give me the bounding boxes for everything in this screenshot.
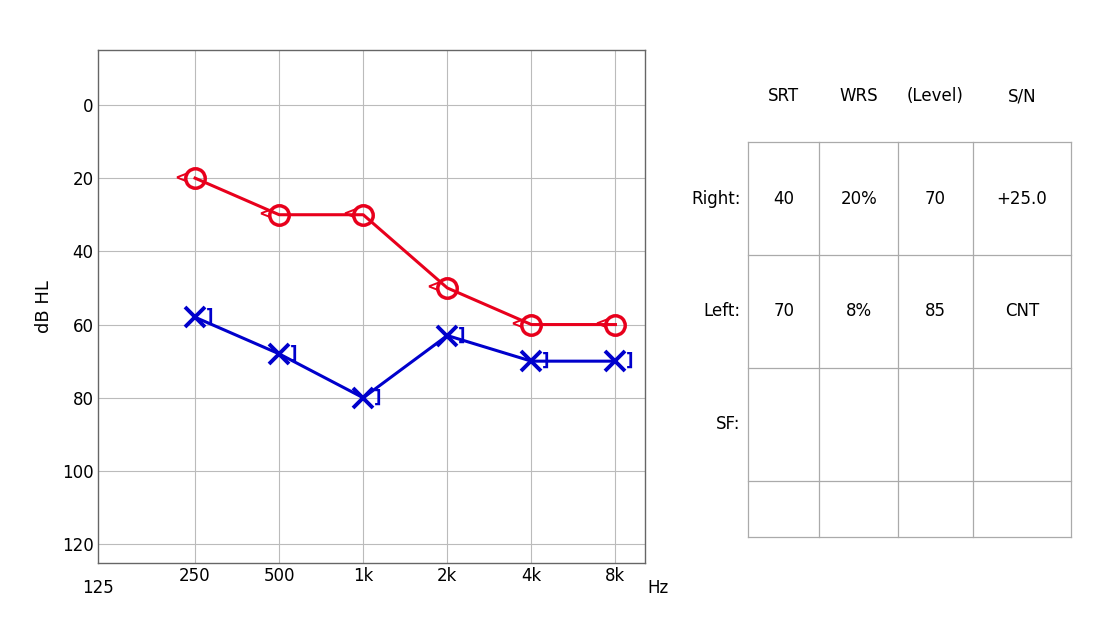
Text: 85: 85 (925, 302, 945, 321)
Text: 125: 125 (82, 579, 115, 597)
Text: <: < (174, 169, 188, 187)
Text: <: < (258, 206, 272, 224)
Text: Left:: Left: (704, 302, 741, 321)
Y-axis label: dB HL: dB HL (35, 280, 54, 332)
Text: <: < (510, 316, 524, 334)
Text: ]: ] (290, 345, 297, 363)
Text: Hz: Hz (647, 579, 669, 597)
Text: ]: ] (542, 352, 550, 370)
Text: 70: 70 (925, 189, 945, 208)
Text: SRT: SRT (768, 87, 799, 105)
Text: <: < (426, 279, 440, 297)
Text: ]: ] (205, 308, 213, 326)
Text: WRS: WRS (839, 87, 878, 105)
Text: 70: 70 (774, 302, 795, 321)
Text: ]: ] (458, 326, 466, 344)
Text: 8%: 8% (846, 302, 872, 321)
Text: Right:: Right: (691, 189, 741, 208)
Text: ]: ] (374, 389, 381, 407)
Text: S/N: S/N (1008, 87, 1036, 105)
Text: (Level): (Level) (907, 87, 964, 105)
Text: 20%: 20% (841, 189, 877, 208)
Text: <: < (342, 206, 356, 224)
Text: ]: ] (626, 352, 634, 370)
Text: 40: 40 (774, 189, 795, 208)
Text: CNT: CNT (1004, 302, 1039, 321)
Text: SF:: SF: (716, 415, 741, 433)
Text: +25.0: +25.0 (997, 189, 1047, 208)
Text: <: < (595, 316, 608, 334)
